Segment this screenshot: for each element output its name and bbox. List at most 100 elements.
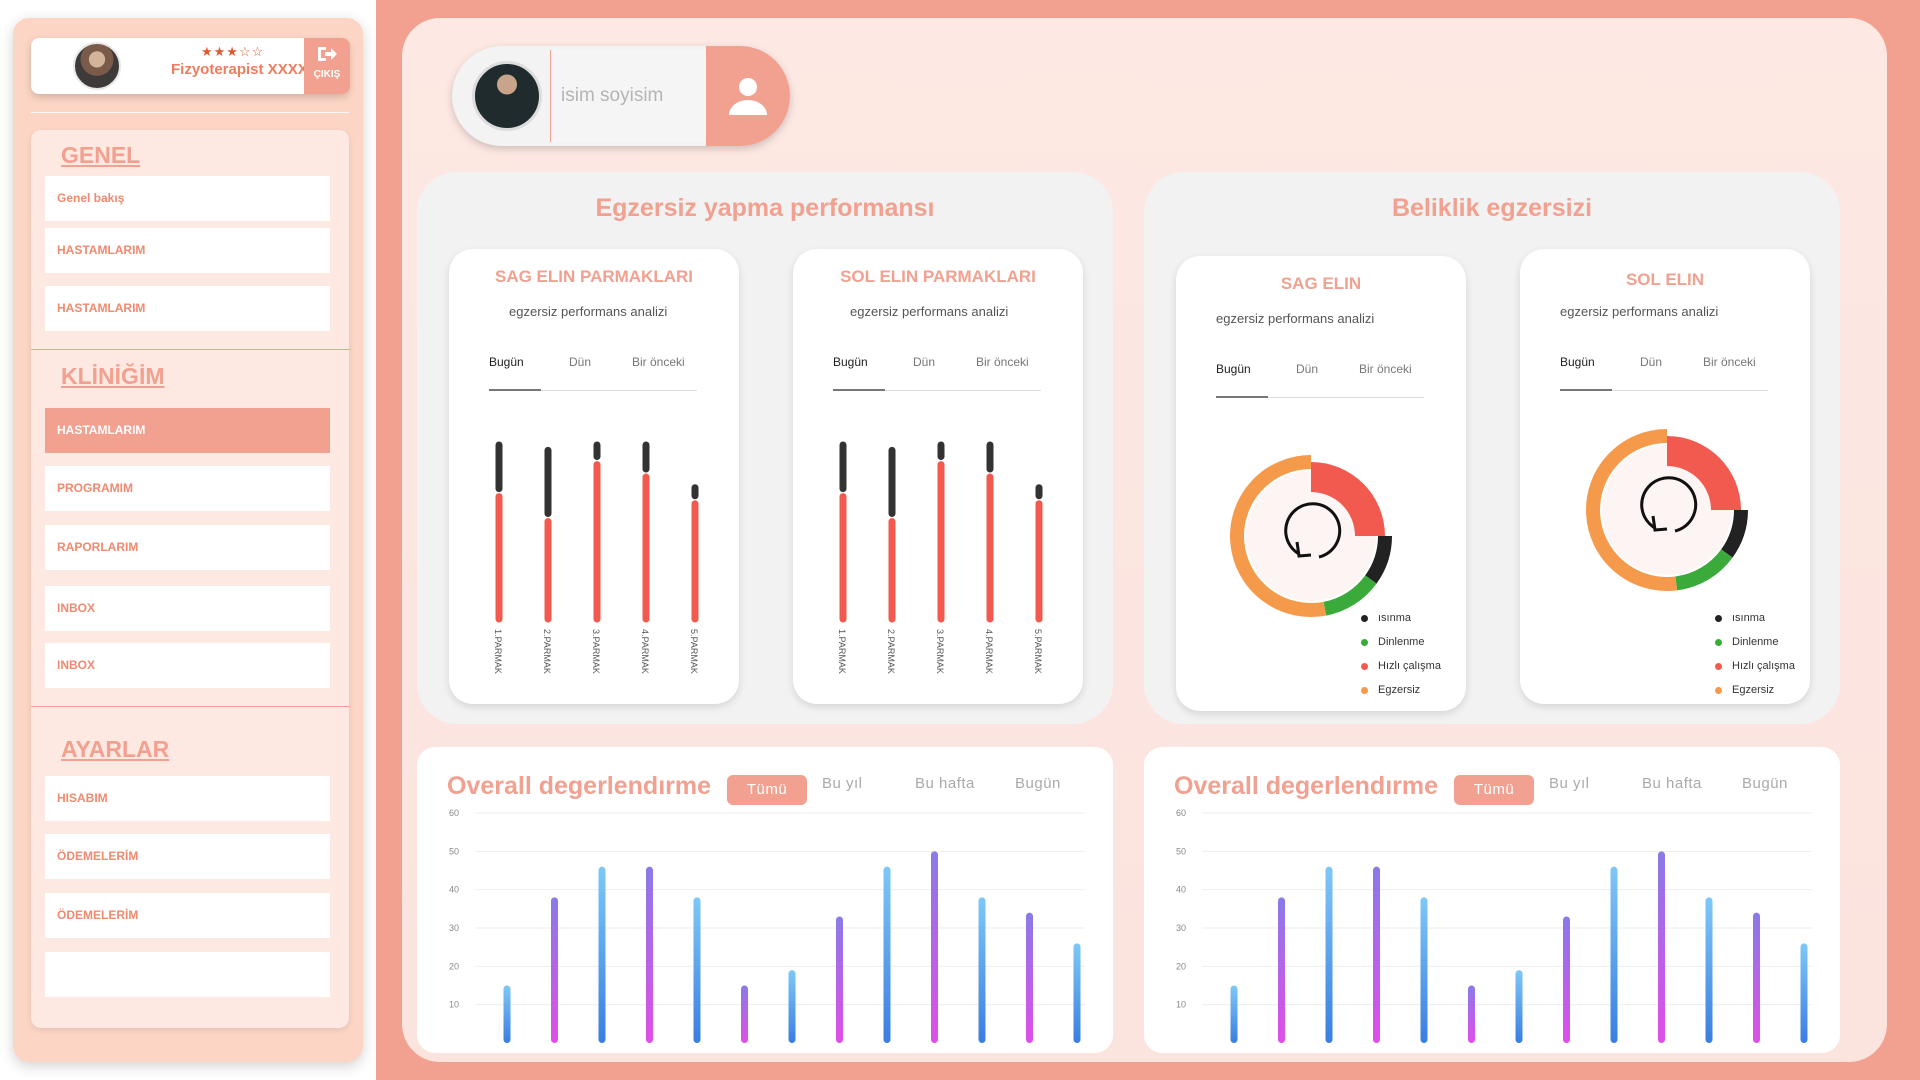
- menu-item-genel-bakis[interactable]: Genel bakış: [45, 176, 330, 221]
- overall-bar: [1325, 866, 1333, 1043]
- tab-bugun[interactable]: Bugün: [1015, 775, 1061, 792]
- tab-indicator: [1216, 396, 1268, 398]
- sag-elin-donut-chart: [1230, 455, 1392, 617]
- avatar[interactable]: [73, 42, 121, 90]
- tab-bir-onceki[interactable]: Bir önceki: [1703, 355, 1756, 369]
- overall-bar: [978, 897, 986, 1043]
- refresh-icon: [1284, 502, 1342, 559]
- finger-label: 5.PARMAK: [689, 629, 699, 674]
- menu-item-hisabim[interactable]: HISABIM: [45, 776, 330, 821]
- beliklik-title: Beliklik egzersizi: [1391, 194, 1593, 222]
- menu-item-programim[interactable]: PROGRAMIM: [45, 466, 330, 511]
- divider: [31, 706, 349, 707]
- card-title: SAG ELIN: [1280, 274, 1362, 293]
- menu-item-inbox[interactable]: INBOX: [45, 643, 330, 688]
- legend-dot: [1361, 662, 1368, 670]
- menu-item-odemelerim[interactable]: ÖDEMELERİM: [45, 834, 330, 879]
- tab-bir-onceki[interactable]: Bir önceki: [976, 355, 1029, 369]
- overall-bar: [1563, 916, 1570, 1043]
- menu-item-hastamlarim-active[interactable]: HASTAMLARIM: [45, 408, 330, 453]
- finger-label: 4.PARMAK: [640, 629, 650, 674]
- donut-slice: [1230, 455, 1327, 617]
- refresh-icon: [1640, 476, 1698, 533]
- patient-search-button[interactable]: [706, 46, 790, 146]
- finger-bar-chart: [839, 441, 1043, 623]
- logout-button[interactable]: ÇIKIŞ: [304, 38, 350, 94]
- menu-item-raporlarim[interactable]: RAPORLARIM: [45, 525, 330, 570]
- menu-item-empty[interactable]: [45, 952, 330, 997]
- card-subtitle: egzersiz performans analizi: [1560, 304, 1719, 319]
- y-tick-label: 50: [449, 846, 459, 856]
- overall-bar: [788, 970, 796, 1043]
- tab-bu-hafta[interactable]: Bu hafta: [915, 775, 975, 792]
- tab-bu-yil[interactable]: Bu yıl: [1549, 775, 1590, 792]
- y-tick-label: 30: [449, 923, 459, 933]
- card-tabs: Bugün Dün Bir önceki: [1560, 355, 1768, 391]
- donut-slice: [1721, 509, 1748, 558]
- tab-bu-hafta[interactable]: Bu hafta: [1642, 775, 1702, 792]
- legend-dot: [1715, 638, 1722, 646]
- overall-bar: [1026, 912, 1033, 1043]
- donut-slice: [1675, 549, 1733, 591]
- tab-dun[interactable]: Dün: [1640, 355, 1663, 369]
- tab-bugun[interactable]: Bugün: [1216, 362, 1251, 376]
- donut-slice: [1667, 436, 1741, 510]
- tab-dun[interactable]: Dün: [1296, 362, 1319, 376]
- tab-bugun[interactable]: Bugün: [489, 355, 524, 369]
- patient-name-input[interactable]: [550, 50, 706, 142]
- finger-label: 1.PARMAK: [837, 629, 847, 674]
- overall-bar: [1610, 866, 1618, 1043]
- performance-title: Egzersiz yapma performansı: [595, 194, 935, 222]
- logout-icon: [304, 44, 350, 69]
- tab-indicator: [489, 389, 541, 391]
- tab-bir-onceki[interactable]: Bir önceki: [1359, 362, 1412, 376]
- profile-name: Fizyoterapist XXXX: [171, 61, 308, 78]
- y-tick-label: 60: [449, 808, 459, 818]
- section-title-ayarlar: AYARLAR: [61, 736, 170, 762]
- overall-bar: [883, 866, 891, 1043]
- patient-avatar[interactable]: [472, 61, 542, 131]
- legend-dot: [1715, 614, 1722, 622]
- tab-bu-yil[interactable]: Bu yıl: [822, 775, 863, 792]
- tab-tumu[interactable]: Tümü: [1454, 775, 1534, 805]
- card-title: SOL ELIN: [1625, 270, 1705, 289]
- legend-item: Hızlı çalışma: [1361, 654, 1441, 678]
- menu-item-odemelerim[interactable]: ÖDEMELERİM: [45, 893, 330, 938]
- card-tabs: Bugün Dün Bir önceki: [489, 355, 697, 391]
- patient-search: [452, 46, 790, 146]
- tab-bir-onceki[interactable]: Bir önceki: [632, 355, 685, 369]
- tab-bugun[interactable]: Bugün: [1560, 355, 1595, 369]
- finger-label: 1.PARMAK: [493, 629, 503, 674]
- legend-dot: [1715, 662, 1722, 670]
- overall-bar: [1230, 985, 1238, 1043]
- sag-elin-parmaklari-card: SAG ELIN PARMAKLARI egzersiz performans …: [449, 249, 739, 704]
- legend-dot: [1361, 686, 1368, 694]
- finger-label: 4.PARMAK: [984, 629, 994, 674]
- sidebar: ★★★☆☆ Fizyoterapist XXXX ÇIKIŞ GENEL Gen…: [13, 18, 363, 1062]
- y-tick-label: 10: [449, 1000, 459, 1010]
- y-tick-label: 20: [1176, 961, 1186, 971]
- legend-item: ısınma: [1715, 606, 1795, 630]
- tab-tumu[interactable]: Tümü: [727, 775, 807, 805]
- overall-bar: [1278, 897, 1285, 1043]
- tab-dun[interactable]: Dün: [913, 355, 936, 369]
- tab-bugun[interactable]: Bugün: [1742, 775, 1788, 792]
- finger-label: 2.PARMAK: [542, 629, 552, 674]
- overall-bar: [598, 866, 606, 1043]
- legend-dot: [1361, 614, 1368, 622]
- section-title-klinigim: KLİNİĞİM: [61, 363, 165, 389]
- overall-bar: [1373, 866, 1380, 1043]
- card-title: SOL ELIN PARMAKLARI: [840, 267, 1036, 286]
- menu-item-hastamlarim[interactable]: HASTAMLARIM: [45, 286, 330, 331]
- tab-dun[interactable]: Dün: [569, 355, 592, 369]
- donut-slice: [1323, 575, 1377, 616]
- menu-item-hastamlarim[interactable]: HASTAMLARIM: [45, 228, 330, 273]
- overall-card-right: Overall degerlendırme Tümü Bu yıl Bu haf…: [1144, 747, 1840, 1053]
- menu-item-inbox[interactable]: INBOX: [45, 586, 330, 631]
- y-tick-label: 40: [449, 885, 459, 895]
- y-tick-label: 30: [1176, 923, 1186, 933]
- divider: [31, 349, 349, 350]
- sol-elin-donut-chart: [1586, 429, 1748, 591]
- y-tick-label: 10: [1176, 1000, 1186, 1010]
- tab-bugun[interactable]: Bugün: [833, 355, 868, 369]
